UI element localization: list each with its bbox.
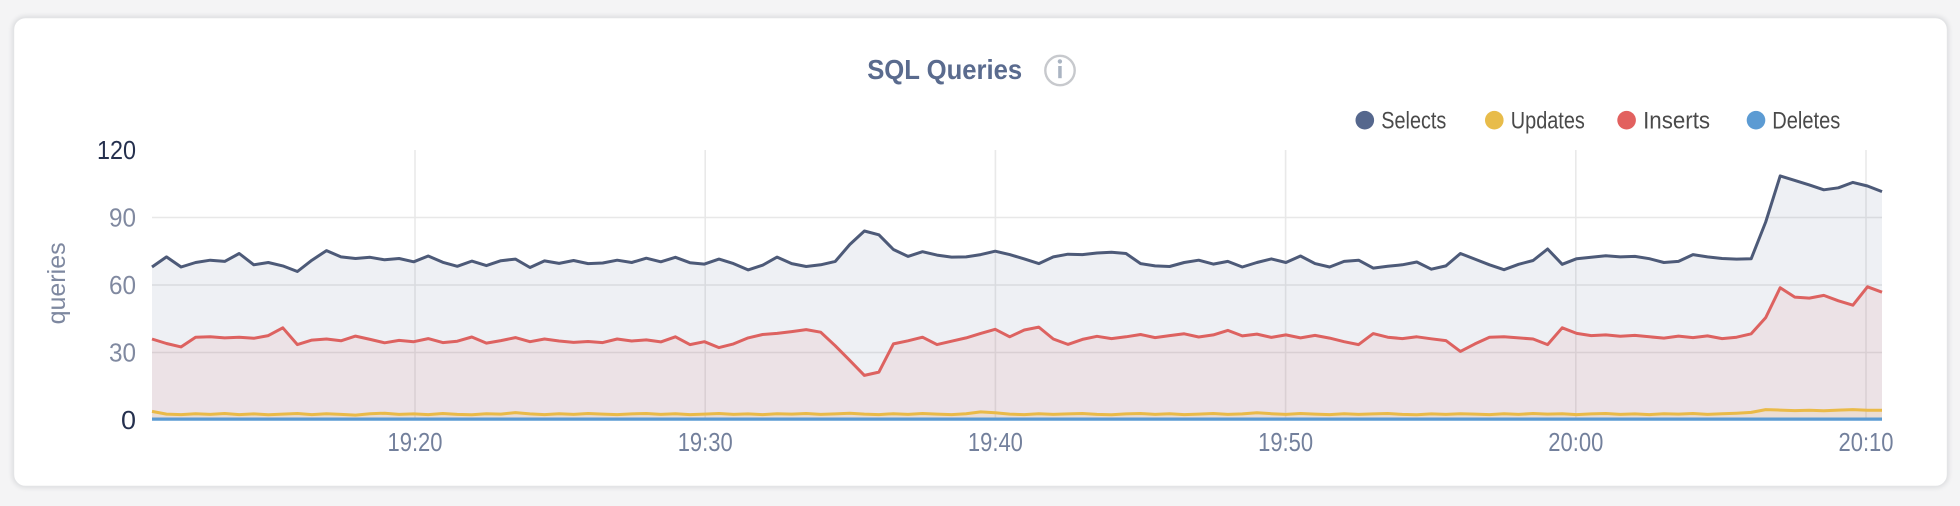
svg-text:Selects: Selects <box>1381 108 1446 135</box>
svg-text:30: 30 <box>109 338 136 368</box>
svg-text:20:10: 20:10 <box>1839 427 1894 457</box>
svg-text:SQL Queries: SQL Queries <box>867 54 1022 85</box>
svg-text:Deletes: Deletes <box>1772 108 1840 135</box>
svg-text:19:20: 19:20 <box>388 427 443 457</box>
svg-text:0: 0 <box>121 405 136 435</box>
svg-text:60: 60 <box>109 270 136 300</box>
svg-text:19:50: 19:50 <box>1258 427 1313 457</box>
svg-text:19:40: 19:40 <box>968 427 1023 457</box>
svg-text:queries: queries <box>43 242 71 324</box>
svg-text:Updates: Updates <box>1511 108 1585 135</box>
svg-text:Inserts: Inserts <box>1643 108 1710 135</box>
svg-text:90: 90 <box>109 203 136 233</box>
svg-text:19:30: 19:30 <box>678 427 733 457</box>
svg-text:120: 120 <box>97 135 136 165</box>
svg-text:20:00: 20:00 <box>1548 427 1603 457</box>
